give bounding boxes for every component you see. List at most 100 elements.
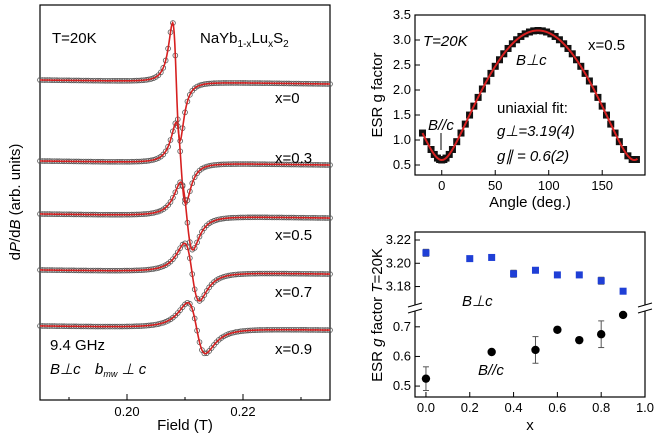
par-g-point: [553, 325, 562, 334]
left-y-axis-label: dP/dB (arb. units): [7, 144, 24, 261]
br-x-tick-label: 0.0: [417, 400, 435, 415]
par-g-point: [596, 330, 606, 339]
spectrum-point: [196, 233, 203, 240]
top-right-plot-frame: [414, 14, 646, 176]
tr-y-tick-label: 2.0: [393, 82, 411, 97]
spectrum-point: [191, 245, 198, 251]
left-compound-label: NaYb1-xLuxS2: [200, 30, 289, 50]
par-g-point: [575, 335, 584, 345]
par-g-point: [421, 374, 431, 383]
spectrum-point: [187, 92, 193, 98]
br-x-tick-label: 0.4: [505, 400, 523, 415]
left-spectra-group: x=0 x=0.3 x=0.5 x=0.7 x=0.9: [37, 20, 333, 358]
top-right-perp-label: B⊥c: [516, 52, 547, 69]
top-right-temperature-label: T=20K: [423, 33, 469, 50]
panel-left: x=0 x=0.3 x=0.5 x=0.7 x=0.9 0.20 0.22 T=20K N…: [7, 4, 333, 434]
perp-g-point: [531, 266, 539, 274]
bottom-right-perp-label: B⊥c: [462, 293, 493, 310]
left-frequency-label: 9.4 GHz: [50, 337, 105, 354]
axis-break-mark: [407, 302, 423, 308]
axis-break-gap: [639, 305, 651, 311]
perp-g-point: [575, 271, 583, 279]
tr-y-tick-label: 3.0: [393, 32, 411, 47]
br-upper-y-tick-label: 3.18: [386, 279, 411, 294]
perp-g-point: [553, 271, 561, 279]
top-right-composition-label: x=0.5: [588, 37, 625, 54]
left-temperature-label: T=20K: [52, 30, 97, 47]
axis-break-gap: [409, 305, 421, 311]
bottom-right-par-label: B//c: [478, 362, 504, 379]
spectrum-fit-line: [39, 242, 331, 302]
spectrum-point: [201, 164, 208, 171]
spectrum-point: [170, 194, 176, 201]
spectrum-point: [194, 239, 200, 246]
par-g-point: [618, 310, 628, 320]
spectrum-label: x=0.7: [275, 284, 312, 301]
tr-y-tick-label: 0.5: [393, 157, 411, 172]
left-x-tick-label: 0.20: [114, 404, 139, 419]
perp-g-point: [510, 270, 518, 278]
par-g-point: [487, 347, 496, 357]
perp-g-point: [422, 249, 430, 257]
tr-y-tick-label: 1.0: [393, 132, 411, 147]
tr-x-tick-label: 150: [591, 178, 613, 193]
left-microwave-label: bmw ⊥ c: [95, 361, 147, 379]
top-right-par-label: B//c: [428, 117, 454, 134]
spectrum-label: x=0: [275, 90, 300, 107]
tr-y-tick-label: 2.5: [393, 57, 411, 72]
bottom-right-plot-frame: [414, 231, 646, 398]
left-orientation-label: B⊥c: [50, 361, 81, 378]
spectrum-fit-line: [39, 301, 331, 355]
br-x-tick-label: 0.6: [548, 400, 566, 415]
spectrum-label: x=0.5: [275, 227, 312, 244]
perp-g-point: [597, 277, 605, 285]
axis-break-mark: [637, 302, 653, 308]
spectrum-point: [174, 249, 181, 256]
spectrum-point: [165, 143, 171, 150]
top-right-fit-gpar: g∥ = 0.6(2): [497, 148, 569, 165]
spectrum-point: [167, 199, 174, 205]
spectrum-label: x=0.3: [275, 150, 312, 167]
br-x-tick-label: 1.0: [636, 400, 654, 415]
top-right-fit-gperp: g⊥=3.19(4): [497, 123, 575, 140]
top-right-fit-title: uniaxial fit:: [497, 100, 568, 117]
br-lower-y-tick-label: 0.6: [393, 348, 411, 363]
br-upper-y-tick-label: 3.22: [386, 232, 411, 247]
panel-bottom-right: 0.0 0.2 0.4 0.6 0.8 1.03.183.203.220.50.60.7 …: [369, 231, 654, 434]
br-upper-y-tick-label: 3.20: [386, 255, 411, 270]
par-g-point: [531, 345, 540, 355]
bottom-right-y-axis-label: ESR g factor T=20K: [369, 248, 386, 382]
spectrum-point: [218, 274, 225, 281]
spectrum-fit-line: [39, 20, 331, 143]
bottom-right-ticks: 0.0 0.2 0.4 0.6 0.8 1.0 3.18 3.20 3.22 0.5 0.6 0.7: [386, 232, 654, 415]
uniaxial-fit-line: [421, 29, 639, 162]
top-right-data-group: [418, 27, 640, 164]
spectrum-point: [158, 69, 164, 76]
tr-x-tick-label: 50: [488, 178, 502, 193]
top-right-x-axis-label: Angle (deg.): [489, 194, 571, 211]
g-angle-point: [418, 129, 426, 137]
top-right-ticks: 0 50 100 150 0.5 1.0 1.5 2.0 2.5 3.0 3.5: [393, 7, 613, 193]
left-x-ticks: 0.20 0.22: [68, 394, 302, 419]
spectrum-label: x=0.9: [275, 341, 312, 358]
perp-g-point: [466, 255, 474, 263]
perp-g-point: [619, 287, 627, 295]
br-lower-y-tick-label: 0.7: [393, 319, 411, 334]
spectrum-point: [187, 301, 193, 307]
axis-break-mark: [407, 308, 423, 314]
tr-x-tick-label: 100: [538, 178, 560, 193]
spectrum-point: [199, 296, 205, 302]
tr-x-tick-label: 0: [438, 178, 445, 193]
tr-y-tick-label: 3.5: [393, 7, 411, 22]
left-x-axis-label: Field (T): [157, 417, 213, 434]
bottom-right-data-group: [421, 248, 628, 392]
spectrum-point: [191, 174, 198, 181]
axis-break-mark: [637, 308, 653, 314]
top-right-y-axis-label: ESR g factor: [369, 52, 386, 137]
spectrum-point: [162, 148, 169, 155]
panel-top-right: 0 50 100 150 0.5 1.0 1.5 2.0 2.5 3.0 3.5 T=20K x=0…: [369, 7, 646, 211]
spectrum-point: [160, 65, 167, 71]
tr-y-tick-label: 1.5: [393, 107, 411, 122]
left-x-tick-label: 0.22: [230, 404, 255, 419]
